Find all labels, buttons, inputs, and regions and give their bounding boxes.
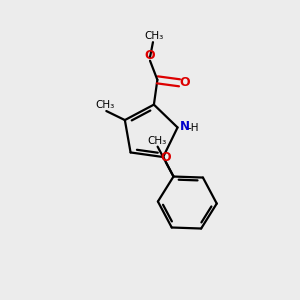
Text: N: N [180, 119, 190, 133]
Text: CH₃: CH₃ [148, 136, 167, 146]
Text: O: O [179, 76, 190, 89]
Text: CH₃: CH₃ [145, 31, 164, 41]
Text: O: O [144, 49, 155, 62]
Text: O: O [160, 151, 171, 164]
Text: CH₃: CH₃ [95, 100, 115, 110]
Text: -H: -H [188, 123, 200, 134]
